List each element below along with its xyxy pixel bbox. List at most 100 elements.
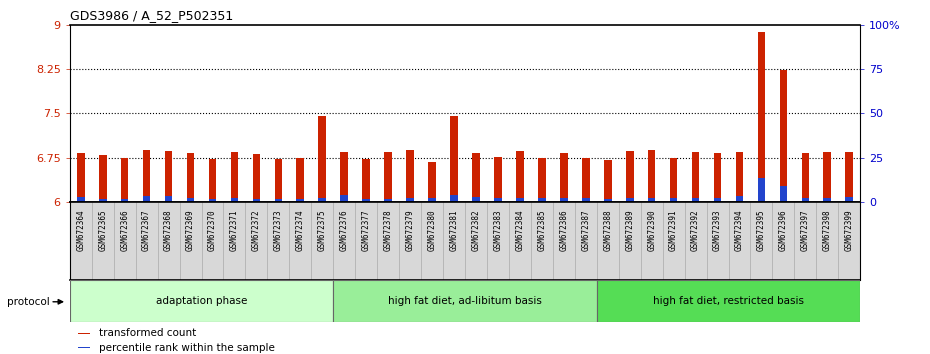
Text: GSM672389: GSM672389 (625, 210, 634, 251)
Bar (692, 152, 699, 202)
Text: GSM672371: GSM672371 (230, 210, 239, 251)
Bar (670, 198, 677, 202)
Text: GSM672367: GSM672367 (142, 210, 151, 251)
Text: GSM672369: GSM672369 (186, 210, 195, 251)
Bar (333, 280, 597, 322)
Text: GSM672365: GSM672365 (99, 210, 107, 251)
Text: GSM672399: GSM672399 (844, 210, 854, 251)
Bar (274, 159, 282, 202)
Bar (318, 116, 326, 202)
Bar (582, 158, 590, 202)
Bar (604, 160, 612, 202)
Text: GSM672385: GSM672385 (538, 210, 546, 251)
Text: GSM672382: GSM672382 (472, 210, 481, 251)
Bar (538, 158, 546, 202)
Bar (472, 153, 480, 202)
Bar (363, 199, 370, 202)
Bar (648, 198, 656, 202)
Text: GSM672370: GSM672370 (208, 210, 217, 251)
Text: GSM672393: GSM672393 (713, 210, 722, 251)
Bar (802, 153, 809, 202)
Bar (99, 199, 107, 202)
Text: GSM672394: GSM672394 (735, 210, 744, 251)
Text: GSM672397: GSM672397 (801, 210, 810, 251)
Bar (450, 116, 458, 202)
Bar (779, 70, 787, 202)
Bar (670, 158, 677, 202)
Bar (516, 198, 524, 202)
Bar (736, 152, 743, 202)
Text: percentile rank within the sample: percentile rank within the sample (99, 343, 275, 353)
Bar (428, 198, 436, 202)
Bar (779, 186, 787, 202)
Bar (802, 198, 809, 202)
Text: GSM672377: GSM672377 (362, 210, 371, 251)
Bar (758, 178, 765, 202)
Text: GSM672390: GSM672390 (647, 210, 657, 251)
Bar (494, 157, 502, 202)
Text: high fat diet, ad-libitum basis: high fat diet, ad-libitum basis (388, 296, 542, 306)
Bar (560, 198, 567, 202)
Bar (253, 154, 260, 202)
Bar (143, 150, 151, 202)
Bar (736, 196, 743, 202)
Text: GSM672376: GSM672376 (339, 210, 349, 251)
Bar (340, 152, 348, 202)
Text: GSM672387: GSM672387 (581, 210, 591, 251)
Bar (384, 199, 392, 202)
Bar (363, 159, 370, 202)
Bar (845, 197, 853, 202)
Text: GSM672378: GSM672378 (384, 210, 392, 251)
Bar (143, 196, 151, 202)
Bar (597, 280, 860, 322)
Text: GSM672364: GSM672364 (76, 210, 86, 251)
Bar (297, 199, 304, 202)
Bar (406, 150, 414, 202)
Bar (121, 199, 128, 202)
Bar (340, 195, 348, 202)
Bar (208, 199, 217, 202)
Text: GSM672388: GSM672388 (604, 210, 612, 251)
Bar (297, 158, 304, 202)
Bar (823, 198, 831, 202)
Bar (318, 198, 326, 202)
Bar (428, 162, 436, 202)
Bar (231, 198, 238, 202)
Bar (626, 198, 633, 202)
Text: protocol: protocol (7, 297, 50, 307)
Text: GSM672375: GSM672375 (318, 210, 326, 251)
Bar (713, 153, 722, 202)
Text: GSM672368: GSM672368 (164, 210, 173, 251)
Text: GSM672391: GSM672391 (669, 210, 678, 251)
Text: GSM672366: GSM672366 (120, 210, 129, 251)
Text: GSM672384: GSM672384 (515, 210, 525, 251)
Bar (648, 150, 656, 202)
Bar (538, 198, 546, 202)
Bar (604, 199, 612, 202)
Text: transformed count: transformed count (99, 328, 196, 338)
Bar (231, 152, 238, 202)
Bar (121, 158, 128, 202)
Bar (582, 198, 590, 202)
Bar (77, 197, 85, 202)
Text: high fat diet, restricted basis: high fat diet, restricted basis (653, 296, 804, 306)
Text: GSM672398: GSM672398 (823, 210, 831, 251)
Bar (274, 199, 282, 202)
Bar (823, 152, 831, 202)
Bar (713, 198, 722, 202)
Bar (77, 347, 89, 348)
Bar (187, 153, 194, 202)
Bar (560, 153, 567, 202)
Text: GSM672381: GSM672381 (449, 210, 458, 251)
Text: GSM672373: GSM672373 (273, 210, 283, 251)
Bar (208, 159, 217, 202)
Text: GDS3986 / A_52_P502351: GDS3986 / A_52_P502351 (70, 9, 233, 22)
Bar (406, 198, 414, 202)
Bar (70, 280, 333, 322)
Text: GSM672383: GSM672383 (494, 210, 502, 251)
Bar (253, 199, 260, 202)
Bar (626, 151, 633, 202)
Bar (516, 151, 524, 202)
Bar (494, 198, 502, 202)
Text: GSM672386: GSM672386 (559, 210, 568, 251)
